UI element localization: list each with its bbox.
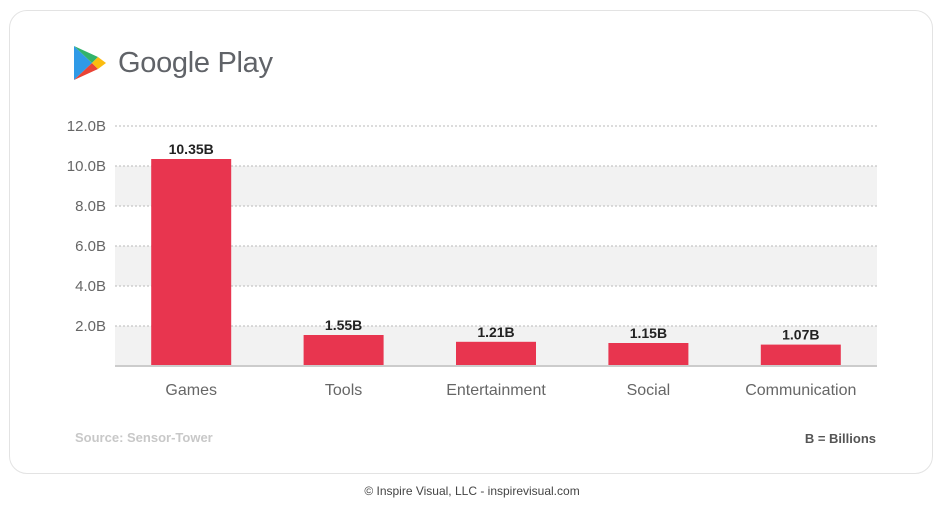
grid-band <box>115 166 877 206</box>
footer-credit: © Inspire Visual, LLC - inspirevisual.co… <box>364 484 580 498</box>
x-tick-label: Communication <box>745 382 856 399</box>
grid-band <box>115 246 877 286</box>
data-label: 1.15B <box>630 325 667 341</box>
google-play-icon <box>74 46 106 80</box>
y-tick-label: 10.0B <box>67 158 106 175</box>
bar-games <box>151 159 232 366</box>
x-tick-label: Entertainment <box>446 382 546 399</box>
x-tick-label: Games <box>165 382 217 399</box>
bar-communication <box>760 344 841 366</box>
y-tick-label: 8.0B <box>75 198 106 215</box>
unit-note: B = Billions <box>804 431 876 446</box>
source-note: Source: Sensor-Tower <box>75 430 213 445</box>
x-tick-label: Social <box>627 382 671 399</box>
data-label: 10.35B <box>169 141 214 157</box>
x-tick-label: Tools <box>325 382 362 399</box>
data-label: 1.21B <box>477 324 514 340</box>
bar-tools <box>303 335 384 366</box>
brand-name: Google Play <box>118 46 273 79</box>
bar-chart: 2.0B 4.0B 6.0B 8.0B 10.0B 12.0B 10.35B Games 1.5… <box>67 118 877 399</box>
y-tick-label: 4.0B <box>75 278 106 295</box>
y-tick-label: 2.0B <box>75 318 106 335</box>
google-play-logo: Google Play <box>72 44 273 82</box>
y-tick-label: 6.0B <box>75 238 106 255</box>
data-label: 1.55B <box>325 317 362 333</box>
data-label: 1.07B <box>782 327 819 343</box>
y-tick-label: 12.0B <box>67 118 106 135</box>
bar-social <box>608 343 689 366</box>
bar-entertainment <box>456 341 536 366</box>
